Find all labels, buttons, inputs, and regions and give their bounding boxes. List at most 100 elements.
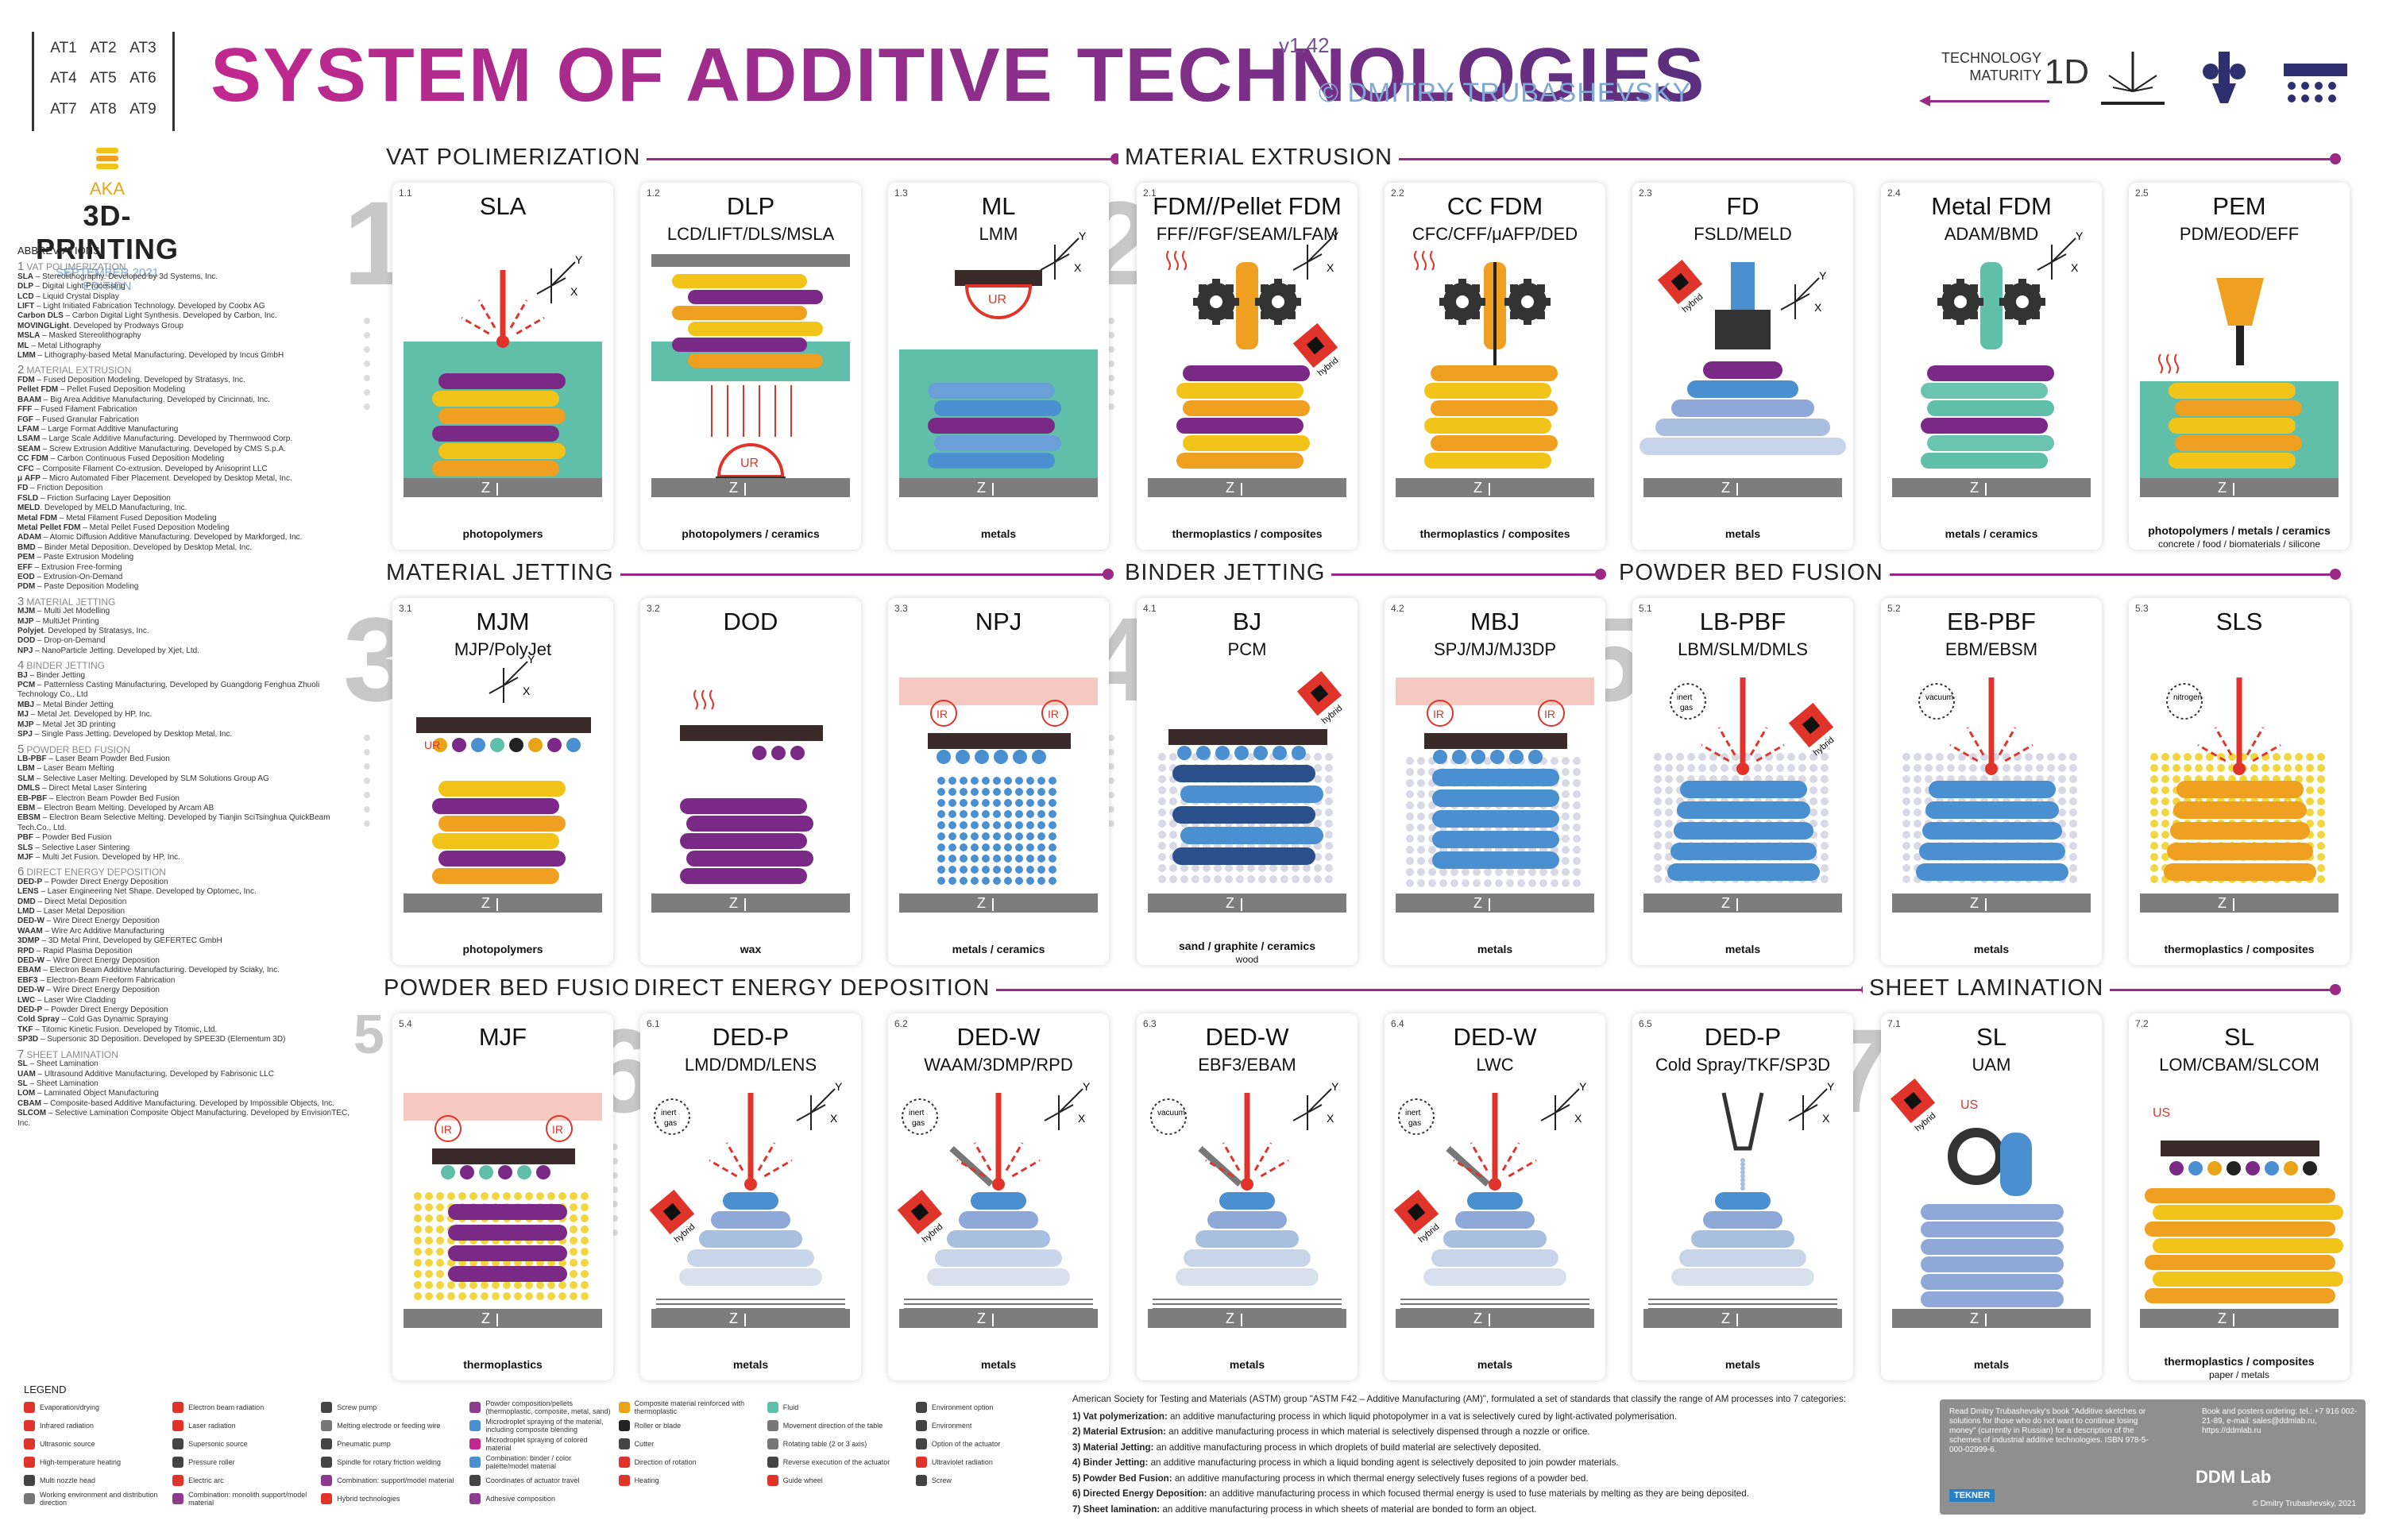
melt-point [744,1178,757,1191]
droplet [1234,746,1249,760]
powder-particle [2036,753,2044,761]
abbr-value: – Selective Laser Sintering [33,843,130,852]
powder-particle [1169,831,1177,839]
powder-particle [1439,868,1447,876]
feed-wire [949,1146,994,1187]
layer-bead [2169,453,2296,469]
abbr-item: DED-W – Wire Direct Energy Deposition [17,917,351,926]
abbr-value: – Friction Surfacing Layer Deposition [38,493,171,503]
gear-tooth [1261,284,1269,293]
powder-particle [960,855,967,863]
abbr-item: LB-PBF – Laser Beam Powder Bed Fusion [17,755,351,764]
binder-layer [1172,765,1315,782]
powder-particle [1169,864,1177,872]
legend-item: Evaporation/drying [24,1400,164,1415]
powder-particle [1169,797,1177,805]
abbr-item: 3DMP – 3D Metal Print. Developed by GEFE… [17,936,351,946]
powder-particle [1902,820,1910,828]
legend-swatch-icon [172,1402,184,1413]
powder-particle [1936,753,1944,761]
gear-tooth [1471,284,1480,293]
abbr-item: LIFT – Light Initiated Fabrication Techn… [17,302,351,311]
powder-particle [1562,757,1570,765]
foil-layer [1921,1256,2064,1272]
abbr-key: DED-P [17,877,43,886]
card-subtitle: PDM/EOD/EFF [2179,224,2300,244]
card-name: FD [1726,192,1759,220]
binder-layer [1172,806,1315,824]
powder-particle [1303,864,1311,872]
abbr-key: LENS [17,887,39,897]
abbr-section-name: MATERIAL EXTRUSION [26,365,132,376]
powder-particle [1776,753,1784,761]
build-platform [1396,894,1594,913]
powder-particle [425,1270,433,1278]
spray-particle [1740,1182,1745,1187]
tech-card: IR IR Z 3.3 NPJ metals / ceramics [888,598,1109,965]
abbr-item: Metal FDM – Metal Filament Fused Deposit… [17,514,351,523]
laser-icon [2101,52,2165,105]
tech-card: X Y Z 6.5 DED-P Cold Spray/TKF/SP3D metals [1632,1013,1853,1380]
binder-layer [1432,810,1559,828]
card-name: MJM [476,608,530,635]
build-platform [1643,1309,1842,1328]
powder-particle [1562,768,1570,776]
abbr-key: MELD [17,504,41,513]
layer-bead [432,868,559,884]
powder-particle [414,1192,422,1200]
fused-layer [1919,843,2065,860]
category-dot [1595,569,1606,580]
powder-particle [971,810,979,818]
card-number: 4.2 [1391,603,1404,614]
abbr-section-number: 3 [17,594,25,608]
powder-particle [1654,820,1662,828]
abbr-value: – Drop-on-Demand [35,636,106,646]
abbr-key: LSAM [17,434,41,444]
axis-line [1794,277,1820,303]
abbr-key: EFF [17,562,33,572]
fused-layer [448,1225,567,1241]
powder-particle [1169,786,1177,794]
legend-item: Option of the actuator [915,1437,1056,1451]
abbr-item: MJF – Multi Jet Fusion. Developed by HP,… [17,853,351,863]
powder-particle [1676,775,1684,783]
powder-particle [1292,875,1300,883]
powder-particle [547,1192,555,1200]
sheet-layer [2153,1238,2343,1253]
powder-particle [1539,879,1547,887]
legend-text: Laser radiation [188,1422,236,1430]
legend-swatch-icon [469,1420,481,1431]
powder-particle [1203,875,1211,883]
radiation-ray [1470,1142,1489,1171]
powder-particle [1902,797,1910,805]
powder-particle [2317,853,2325,861]
powder-particle [1026,866,1034,874]
powder-particle [1314,753,1322,761]
powder-particle [1776,764,1784,772]
powder-particle [1158,809,1166,816]
hybrid-inner [1802,716,1821,735]
abbr-section: 6 DIRECT ENERGY DEPOSITION [17,866,351,878]
abbr-value: – MultiJet Printing [33,616,99,626]
powder-particle [1958,764,1966,772]
powder-particle [469,1281,477,1289]
coordinate-axes-icon: XY [1788,1080,1835,1130]
legend-swatch-icon [767,1457,778,1468]
legend-swatch-icon [618,1475,630,1486]
radiation-ray [709,1159,738,1178]
ir-lamp-icon [1538,700,1565,727]
powder-particle [1292,864,1300,872]
powder-particle [1573,879,1581,887]
powder-particle [1821,853,1829,861]
powder-particle [570,1203,577,1211]
abbr-item: MELD. Developed by MELD Manufacturing, I… [17,504,351,513]
card-name: DLP [726,192,775,220]
card-name: SL [1976,1023,2006,1051]
powder-particle [1914,753,1921,761]
gear-tooth [1445,284,1454,293]
hybrid-inner [1903,1091,1922,1110]
heat-zone [404,1093,602,1121]
layer-bead [672,338,807,352]
legend-swatch-icon [172,1438,184,1449]
